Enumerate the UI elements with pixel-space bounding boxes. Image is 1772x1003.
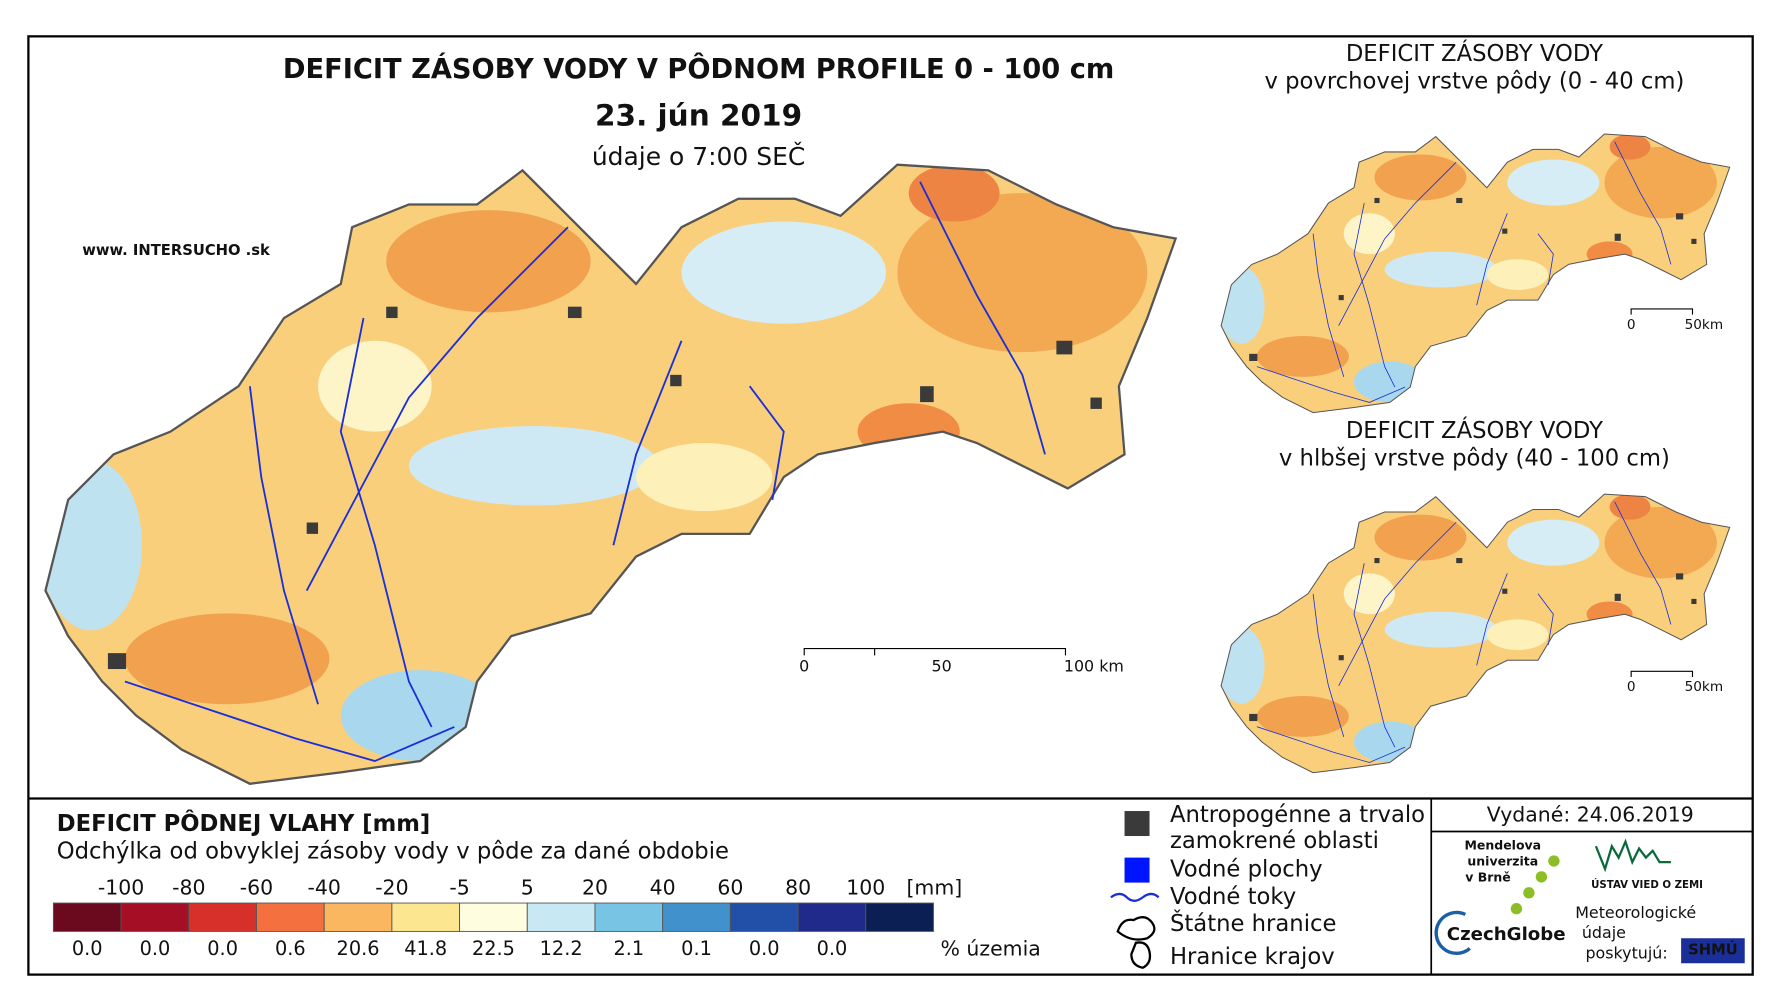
logo-arc: [1434, 910, 1471, 956]
color-box: [323, 902, 393, 932]
logo-text: v Brně: [1465, 870, 1511, 885]
color-box: [459, 902, 528, 932]
legend-text: Štátne hranice: [1170, 909, 1336, 937]
legend-text: zamokrené oblasti: [1170, 828, 1379, 854]
logo-box: [1681, 938, 1745, 964]
color-box: [256, 902, 325, 932]
logo-wave: [1594, 838, 1671, 873]
percent-value: 2.1: [613, 937, 644, 960]
logo-dots: [1510, 855, 1560, 915]
legend-tick: -5: [449, 875, 469, 899]
inset-title: DEFICIT ZÁSOBY VODY: [1346, 39, 1603, 67]
inset-title: DEFICIT ZÁSOBY VODY: [1346, 416, 1603, 444]
color-box: [391, 902, 461, 932]
issued: Vydané: 24.06.2019: [1487, 803, 1694, 827]
percent-value: 0.0: [140, 937, 171, 960]
logo-text: poskytujú:: [1585, 944, 1667, 963]
scale-label: 50: [932, 656, 952, 675]
scale-label: 0: [1627, 317, 1636, 333]
color-box: [52, 902, 122, 932]
scale-label: 0: [1627, 679, 1636, 695]
legend-tick: -20: [375, 875, 408, 899]
color-box: [526, 902, 596, 932]
logo-text: SHMÚ: [1688, 941, 1738, 959]
percent-value: 12.2: [540, 937, 583, 960]
legend-subtitle: Odchýlka od obvyklej zásoby vody v pôde …: [57, 838, 729, 864]
percent-value: 0.0: [72, 937, 103, 960]
date: 23. jún 2019: [595, 98, 802, 132]
logo-text: ÚSTAV VIED O ZEMI: [1591, 878, 1703, 891]
color-box: [865, 902, 934, 932]
scale-bar: [803, 648, 1067, 656]
scale-label: 100 km: [1064, 656, 1124, 675]
legend-tick: 20: [582, 875, 608, 899]
legend-text: Vodné toky: [1170, 884, 1296, 910]
legend-tick: -60: [240, 875, 273, 899]
percent-label: % územia: [941, 937, 1041, 961]
legend-tick: 5: [521, 875, 534, 899]
scale-label: 50km: [1685, 317, 1724, 333]
percent-value: 0.0: [817, 937, 848, 960]
logo-text: Meteorologické: [1575, 903, 1696, 922]
logo-text: údaje: [1582, 923, 1626, 942]
legend-tick: 60: [717, 875, 743, 899]
legend-tick: 100: [846, 875, 885, 899]
logo-text: CzechGlobe: [1447, 924, 1566, 945]
title: DEFICIT ZÁSOBY VODY V PÔDNOM PROFILE 0 -…: [283, 53, 1114, 85]
legend-text: Vodné plochy: [1170, 857, 1323, 883]
logo-text: univerzita: [1467, 854, 1538, 869]
color-box: [729, 902, 799, 932]
logo-text: Mendelova: [1464, 838, 1541, 853]
percent-value: 22.5: [472, 937, 515, 960]
percent-value: 41.8: [404, 937, 447, 960]
inset-subtitle: v povrchovej vrstve pôdy (0 - 40 cm): [1264, 68, 1684, 94]
inset-scale-bar: [1630, 308, 1694, 677]
legend-tick: -40: [307, 875, 340, 899]
legend-text: Antropogénne a trvalo: [1170, 802, 1425, 828]
percent-value: 0.0: [207, 937, 238, 960]
region-border-symbol: [1130, 941, 1152, 969]
percent-value: 0.1: [681, 937, 712, 960]
water-symbol: [1124, 857, 1150, 883]
color-box: [120, 902, 190, 932]
color-box: [188, 902, 257, 932]
color-box: [797, 902, 867, 932]
website: www. INTERSUCHO .sk: [82, 242, 271, 259]
legend-text: Hranice krajov: [1170, 944, 1335, 970]
scale-label: 50km: [1685, 679, 1724, 695]
state-border-symbol: [1116, 916, 1156, 941]
urban-symbol: [1124, 811, 1150, 837]
river-symbol: [1110, 892, 1160, 902]
percent-value: 20.6: [337, 937, 380, 960]
color-box: [662, 902, 731, 932]
color-box: [594, 902, 664, 932]
inset-subtitle: v hlbšej vrstve pôdy (40 - 100 cm): [1279, 445, 1670, 471]
legend-tick: 80: [785, 875, 811, 899]
scale-label: 0: [799, 656, 809, 675]
legend-title: DEFICIT PÔDNEJ VLAHY [mm]: [57, 809, 430, 837]
legend-unit: [mm]: [906, 875, 962, 899]
percent-value: 0.0: [749, 937, 780, 960]
legend-tick: -100: [98, 875, 144, 899]
subtitle: údaje o 7:00 SEČ: [592, 141, 806, 171]
percent-value: 0.6: [275, 937, 306, 960]
legend-tick: 40: [650, 875, 676, 899]
legend-tick: -80: [172, 875, 205, 899]
